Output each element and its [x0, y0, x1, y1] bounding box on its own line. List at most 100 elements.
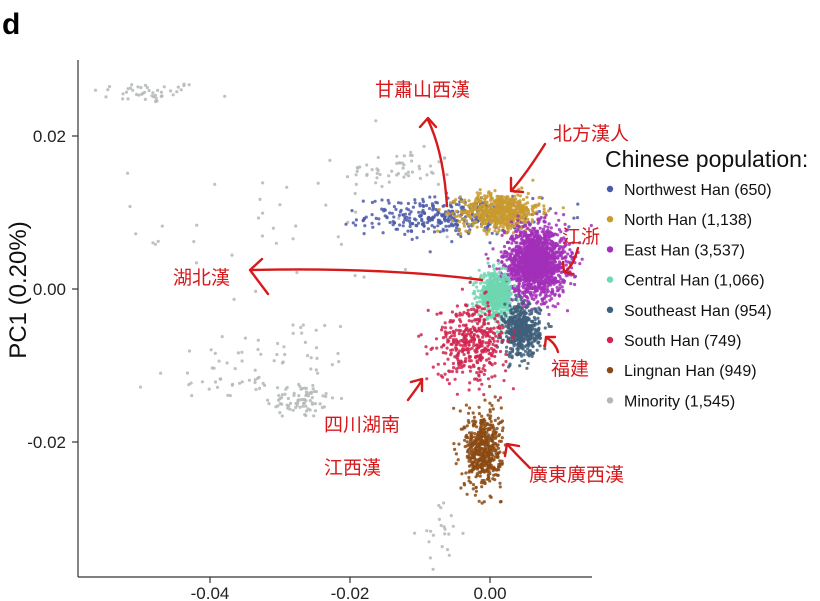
data-point [507, 322, 511, 327]
data-point [541, 227, 546, 231]
data-point [291, 408, 295, 412]
data-point [512, 287, 517, 291]
data-point [398, 223, 402, 227]
data-point [487, 227, 492, 231]
data-point [554, 243, 559, 247]
data-point [473, 449, 477, 453]
data-point [467, 213, 471, 217]
data-point [526, 347, 530, 351]
data-point [531, 264, 535, 268]
data-point [370, 168, 374, 172]
data-point [543, 224, 547, 228]
data-point [472, 455, 476, 459]
data-point [482, 197, 487, 201]
data-point [417, 164, 421, 168]
data-point [487, 342, 491, 346]
data-point [485, 200, 489, 204]
data-point [128, 204, 132, 209]
data-point [501, 225, 505, 229]
data-point [261, 181, 265, 185]
data-point [452, 442, 456, 446]
data-point [492, 199, 496, 203]
data-point [499, 250, 503, 254]
data-point [247, 378, 251, 382]
data-point [446, 357, 450, 361]
data-point [330, 396, 335, 400]
data-point [550, 234, 554, 238]
data-point [499, 195, 503, 199]
data-point [492, 339, 496, 343]
data-point [545, 281, 549, 285]
data-point [498, 481, 502, 485]
data-point [516, 193, 520, 197]
data-point [549, 324, 553, 329]
data-point [483, 368, 487, 373]
data-point [310, 396, 314, 400]
data-point [401, 220, 406, 224]
data-point [482, 274, 486, 278]
data-point [488, 452, 492, 456]
data-point [471, 422, 475, 426]
data-point [526, 266, 531, 270]
data-point [537, 248, 541, 252]
data-point [121, 92, 125, 96]
data-point [445, 548, 450, 552]
data-point [450, 240, 454, 244]
data-point [232, 297, 236, 301]
data-point [537, 196, 541, 200]
data-point [260, 234, 264, 238]
data-point [383, 208, 387, 212]
data-point [541, 236, 545, 240]
data-point [473, 442, 477, 446]
data-point [365, 173, 369, 177]
data-point [210, 366, 214, 370]
legend-label: South Han (749) [624, 333, 741, 350]
data-point [431, 204, 435, 208]
x-tick-label: -0.02 [331, 584, 370, 601]
data-point [514, 229, 518, 233]
data-point [489, 203, 493, 207]
data-point [459, 234, 463, 239]
data-point [513, 330, 517, 334]
data-point [406, 229, 410, 233]
data-point [573, 274, 578, 278]
data-point [558, 286, 562, 291]
data-point [370, 213, 374, 217]
data-point [517, 187, 521, 191]
data-point [494, 314, 498, 318]
y-tick-label: 0.00 [33, 280, 66, 299]
data-point [523, 309, 527, 313]
data-point [505, 205, 509, 209]
data-point [427, 216, 431, 220]
data-point [310, 402, 314, 406]
data-point [496, 339, 500, 343]
data-point [451, 211, 455, 215]
data-point [415, 224, 419, 228]
data-point [477, 318, 481, 322]
data-point [504, 250, 508, 254]
data-point [525, 299, 529, 303]
data-point [459, 427, 463, 431]
data-point [354, 218, 358, 222]
data-point [528, 341, 532, 346]
data-point [451, 524, 455, 528]
data-point [257, 386, 262, 390]
data-point [515, 253, 519, 257]
data-point [454, 215, 458, 219]
data-point [498, 396, 503, 400]
data-point [478, 209, 483, 213]
data-point [278, 411, 282, 415]
data-point [318, 402, 322, 406]
data-point [159, 90, 163, 94]
data-point [490, 363, 494, 367]
data-point [551, 304, 555, 308]
data-point [519, 247, 524, 251]
series-southeast-han [487, 293, 553, 370]
data-point [445, 346, 449, 350]
data-point [550, 243, 554, 247]
data-point [498, 459, 502, 463]
data-point [159, 94, 163, 98]
data-point [531, 293, 536, 297]
data-point [530, 229, 534, 233]
data-point [526, 289, 530, 293]
